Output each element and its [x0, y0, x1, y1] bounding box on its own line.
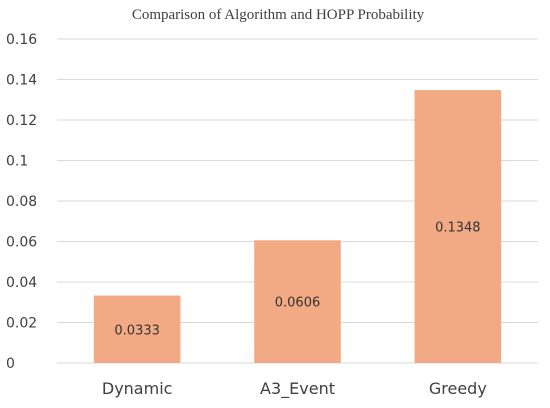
y-tick-label: 0.06 — [6, 235, 37, 251]
y-tick-label: 0 — [6, 356, 15, 372]
bar-data-label: 0.0333 — [114, 323, 160, 338]
chart-title: Comparison of Algorithm and HOPP Probabi… — [132, 7, 425, 23]
y-axis-tick-labels: 0 0.02 0.04 0.06 0.08 0.1 0.12 0.14 0.16 — [6, 32, 37, 372]
y-tick-label: 0.1 — [6, 154, 28, 170]
bar-greedy — [414, 90, 502, 363]
y-tick-label: 0.14 — [6, 73, 37, 89]
x-axis-category-labels: Dynamic A3_Event Greedy — [102, 379, 487, 399]
bar-data-label: 0.0606 — [275, 296, 321, 311]
x-category-label: Greedy — [429, 379, 487, 398]
bar-dynamic — [93, 295, 181, 363]
x-category-label: A3_Event — [260, 379, 335, 399]
bar-data-label: 0.1348 — [435, 221, 481, 236]
y-tick-label: 0.16 — [6, 32, 37, 48]
y-tick-label: 0.02 — [6, 316, 37, 332]
data-labels: 0.0333 0.0606 0.1348 — [114, 221, 480, 339]
y-tick-label: 0.04 — [6, 275, 37, 291]
y-tick-label: 0.08 — [6, 194, 37, 210]
bar-a3-event — [254, 240, 341, 363]
y-tick-label: 0.12 — [6, 113, 37, 129]
x-category-label: Dynamic — [102, 379, 173, 398]
bars — [93, 90, 502, 363]
